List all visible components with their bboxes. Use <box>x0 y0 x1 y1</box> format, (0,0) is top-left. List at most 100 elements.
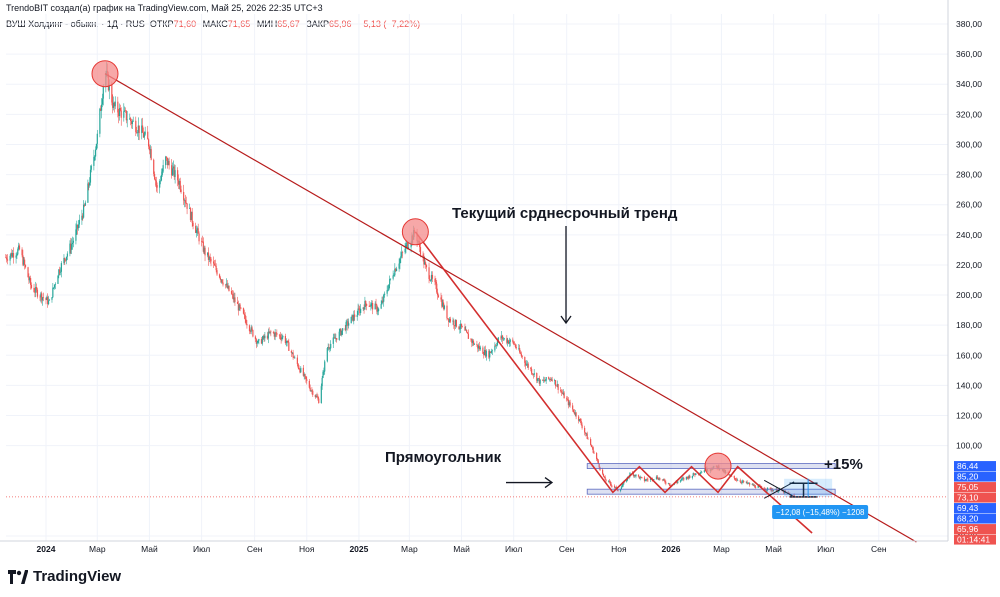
candle-body <box>766 489 768 491</box>
candle-body <box>88 183 90 186</box>
candle-body <box>436 283 438 293</box>
candle-body <box>544 380 546 382</box>
candle-body <box>33 287 35 293</box>
candle-body <box>494 345 496 351</box>
candle-body <box>138 125 140 134</box>
rectangle-arrow-head <box>544 477 554 489</box>
candle-body <box>184 200 186 203</box>
candle-body <box>294 357 296 359</box>
candle-body <box>404 248 406 253</box>
candle-body <box>519 348 521 353</box>
candle-body <box>640 476 642 478</box>
candle-body <box>332 337 334 344</box>
candle-body <box>602 473 605 477</box>
candle-body <box>60 263 62 272</box>
candle-body <box>740 481 742 483</box>
candle-body <box>10 253 12 256</box>
candle-body <box>777 491 779 493</box>
candle-body <box>655 476 658 480</box>
candle-body <box>754 484 756 488</box>
candle-body <box>632 473 634 476</box>
candle-body <box>336 338 338 340</box>
candle-body <box>695 473 697 476</box>
candle-body <box>216 270 218 275</box>
candle-body <box>490 351 493 353</box>
candle-body <box>656 476 658 479</box>
candle-body <box>703 470 705 472</box>
candle-body <box>771 489 773 491</box>
candle-body <box>485 350 487 357</box>
candle-body <box>584 432 587 434</box>
candle-body <box>741 481 743 483</box>
candle-body <box>496 341 499 346</box>
tradingview-logo[interactable]: TradingView <box>8 568 121 585</box>
candle-body <box>213 263 216 266</box>
candle-body <box>434 278 436 283</box>
candle-body <box>27 267 29 278</box>
candle-body <box>621 485 623 488</box>
candle-body <box>647 479 649 481</box>
candle-body <box>94 156 96 158</box>
candle-body <box>395 268 398 272</box>
candle-body <box>399 258 401 264</box>
candle-body <box>304 374 306 377</box>
candle-body <box>537 378 540 379</box>
candle-body <box>383 293 386 295</box>
candle-body <box>520 353 522 357</box>
price-labels: 86,4485,2075,0573,1069,4368,2065,9601:14… <box>954 461 996 545</box>
candle-body <box>489 351 492 353</box>
candle-body <box>94 149 97 157</box>
y-tick-label: 260,00 <box>956 200 982 210</box>
candle-body <box>249 331 251 332</box>
candle-body <box>250 327 252 332</box>
candle-body <box>518 348 520 349</box>
candle-body <box>42 297 45 298</box>
candle-body <box>751 484 753 485</box>
candle-body <box>244 314 246 320</box>
price-chart[interactable]: −12,08 (−15,48%) −1208 380,00 360,00 340,0… <box>0 0 1000 560</box>
candle-body <box>276 333 278 335</box>
candle-body <box>382 300 384 302</box>
candle-body <box>501 335 503 339</box>
grid <box>6 14 948 541</box>
candle-body <box>111 84 113 103</box>
candle-body <box>645 479 647 481</box>
candle-body <box>572 405 574 410</box>
candle-body <box>341 330 343 335</box>
candle-body <box>613 485 616 488</box>
candle-body <box>41 293 43 301</box>
candle-body <box>387 289 389 291</box>
candle-body <box>610 483 612 486</box>
candle-body <box>478 346 480 349</box>
candle-body <box>144 131 146 135</box>
candle-body <box>41 297 44 301</box>
candle-body <box>238 304 240 311</box>
price-label: 73,10 <box>957 493 979 503</box>
candle-body <box>180 189 182 192</box>
candle-body <box>236 301 239 304</box>
candle-body <box>733 475 735 479</box>
candle-body <box>536 372 538 381</box>
candle-body <box>611 485 613 487</box>
candle-body <box>542 379 544 381</box>
candle-body <box>578 419 581 421</box>
drawings: −12,08 (−15,48%) −1208 <box>6 60 948 543</box>
candle-body <box>549 378 552 380</box>
candle-body <box>99 108 101 134</box>
candle-body <box>747 483 749 484</box>
x-tick-label: 2026 <box>662 544 681 554</box>
candle-body <box>638 476 640 479</box>
candle-body <box>113 102 115 107</box>
candle-body <box>465 330 467 331</box>
candle-body <box>220 279 222 281</box>
candle-body <box>502 338 505 340</box>
candle-body <box>118 108 121 117</box>
candle-body <box>24 259 26 266</box>
candle-body <box>680 478 682 481</box>
y-tick-label: 300,00 <box>956 139 982 149</box>
candle-body <box>124 110 127 111</box>
candle-body <box>237 303 239 311</box>
candle-body <box>615 487 617 488</box>
candle-body <box>69 243 71 254</box>
candle-body <box>339 329 341 332</box>
